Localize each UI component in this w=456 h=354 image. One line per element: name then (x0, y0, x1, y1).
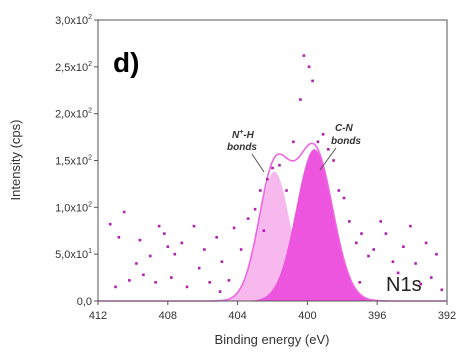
x-tick-label: 412 (89, 310, 107, 322)
data-point (424, 241, 428, 245)
data-point (185, 285, 189, 289)
x-tick-label: 404 (228, 310, 246, 322)
cn-bonds-label-1: C-N (335, 123, 354, 134)
data-point (114, 285, 117, 289)
panel-label: d) (113, 47, 139, 78)
data-point (208, 281, 211, 284)
peak-area-1 (211, 171, 338, 301)
y-axis-title: Intensity (cps) (8, 120, 23, 201)
data-point (342, 196, 346, 200)
data-point (108, 222, 112, 226)
nh-bonds-label: bonds (227, 142, 257, 153)
cn-bonds-arrow (319, 147, 337, 171)
y-tick-label: 0,0 (77, 296, 92, 308)
data-point (180, 241, 184, 245)
data-point (154, 281, 157, 284)
data-point (409, 224, 412, 228)
data-point (253, 207, 257, 211)
data-point (203, 248, 206, 251)
data-point (246, 217, 250, 220)
nh-bonds-annotation: N+-H bonds (227, 129, 265, 173)
data-point (227, 279, 231, 282)
data-point (372, 248, 375, 251)
data-point (311, 79, 314, 83)
data-point (358, 281, 361, 284)
tick-layer: 412 408 404 400 396 392 0,0 5,0x101 1,0x102 1,5x1… (55, 14, 456, 322)
data-point (321, 133, 325, 136)
data-point (440, 288, 444, 292)
data-point (117, 236, 121, 239)
data-point (414, 262, 417, 265)
spectrum-label: N1s (386, 274, 422, 296)
data-point (367, 254, 370, 258)
data-point (138, 238, 142, 242)
data-point (307, 65, 311, 69)
data-point (149, 254, 152, 258)
data-point (384, 232, 388, 235)
x-tick-label: 400 (298, 310, 316, 322)
cn-bonds-annotation: C-N bonds (319, 123, 361, 171)
data-point (337, 189, 341, 192)
svg-text:N+-H: N+-H (232, 129, 255, 141)
data-point (173, 252, 177, 256)
data-point (419, 282, 423, 286)
x-tick-label: 396 (368, 310, 386, 322)
data-point (292, 140, 295, 144)
y-tick-label: 2,0x102 (55, 108, 92, 121)
data-point (391, 260, 395, 263)
data-point (122, 210, 126, 214)
y-tick-label: 5,0x101 (55, 248, 92, 261)
data-point (232, 226, 236, 230)
data-point (332, 159, 335, 162)
data-point (271, 166, 274, 170)
data-point (239, 248, 243, 251)
data-point (220, 260, 224, 263)
nh-bonds-arrow (251, 153, 265, 173)
y-tick-label: 1,5x102 (55, 155, 92, 168)
data-point (379, 220, 382, 223)
data-point (266, 177, 269, 181)
data-point (163, 232, 166, 235)
data-point (360, 232, 363, 235)
data-point (278, 163, 281, 167)
data-point (262, 229, 266, 232)
data-point (135, 262, 138, 265)
data-point (327, 148, 330, 151)
peak-layer (211, 149, 388, 301)
data-point (402, 245, 405, 248)
data-point (197, 266, 201, 270)
data-point (128, 279, 131, 282)
scatter-layer (108, 54, 444, 293)
data-point (355, 241, 358, 245)
data-point (166, 245, 170, 248)
data-point (435, 252, 438, 256)
peak-area-2 (241, 149, 388, 301)
x-tick-label: 408 (159, 310, 177, 322)
data-point (316, 140, 320, 144)
data-point (302, 54, 306, 57)
data-point (285, 189, 288, 192)
data-point (218, 290, 222, 293)
data-point (142, 273, 145, 277)
data-point (299, 98, 302, 101)
cn-bonds-label-2: bonds (331, 136, 361, 147)
x-tick-label: 392 (438, 310, 456, 322)
data-point (430, 276, 433, 279)
y-tick-label: 1,0x102 (55, 201, 92, 214)
y-tick-label: 3,0x102 (55, 14, 92, 27)
y-tick-label: 2,5x102 (55, 61, 92, 74)
data-point (157, 224, 161, 228)
data-point (215, 236, 218, 239)
x-axis-title: Binding energy (eV) (215, 332, 330, 347)
data-point (348, 220, 351, 223)
data-point (192, 224, 196, 228)
data-point (396, 271, 400, 275)
data-point (170, 276, 173, 279)
data-point (259, 189, 262, 192)
